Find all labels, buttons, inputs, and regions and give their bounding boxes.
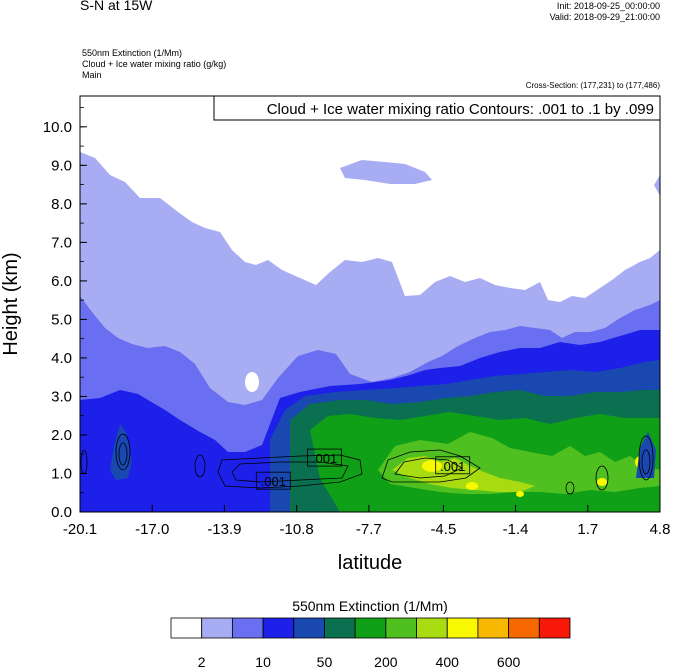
band-light-blue-top bbox=[340, 160, 432, 184]
colorbar-tick-label: 50 bbox=[317, 654, 333, 668]
colorbar-swatch bbox=[231, 617, 264, 639]
main-title: S-N at 15W bbox=[80, 0, 153, 13]
domain-label: Main bbox=[82, 70, 102, 80]
colorbar-tick-label: 600 bbox=[497, 654, 521, 668]
x-tick-label: -4.5 bbox=[430, 521, 456, 538]
colorbar-swatch bbox=[538, 617, 571, 639]
colorbar-title: 550nm Extinction (1/Mm) bbox=[292, 598, 448, 614]
contour-line bbox=[565, 481, 575, 495]
contour-label: .001 bbox=[440, 459, 465, 474]
x-tick-label: -20.1 bbox=[63, 521, 97, 538]
x-tick-label: -10.8 bbox=[280, 521, 314, 538]
y-tick-label: 7.0 bbox=[51, 234, 72, 251]
contour-info-frame bbox=[213, 95, 661, 121]
contour-line bbox=[381, 449, 481, 483]
colorbar-swatch bbox=[446, 617, 479, 639]
contour-info-box: Cloud + Ice water mixing ratio Contours:… bbox=[213, 95, 661, 121]
contour-line bbox=[595, 465, 609, 491]
yellow-spot bbox=[466, 482, 478, 490]
contour-info-text: Cloud + Ice water mixing ratio Contours:… bbox=[267, 101, 654, 118]
contour-label-box bbox=[435, 456, 471, 475]
y-tick-label: 0.0 bbox=[51, 504, 72, 521]
colorbar-swatch bbox=[324, 617, 356, 639]
contour-line bbox=[118, 442, 128, 466]
field-label-mixing-ratio: Cloud + Ice water mixing ratio (g/kg) bbox=[82, 59, 227, 69]
contour-label-box bbox=[307, 448, 342, 467]
valid-time: Valid: 2018-09-29_21:00:00 bbox=[549, 12, 660, 22]
y-axis-title: Height (km) bbox=[0, 252, 22, 355]
y-tick-label: 2.0 bbox=[51, 427, 72, 444]
contour-line bbox=[115, 433, 131, 471]
white-hole bbox=[245, 372, 259, 392]
contour-line bbox=[638, 435, 654, 481]
contour-line bbox=[231, 461, 349, 483]
mixing-ratio-contours bbox=[80, 433, 654, 495]
contour-label: .001 bbox=[261, 474, 286, 489]
y-tick-label: 4.0 bbox=[51, 350, 72, 367]
colorbar-tick-label: 400 bbox=[436, 654, 460, 668]
x-axis-title: latitude bbox=[338, 552, 403, 574]
colorbar-tick-label: 200 bbox=[374, 654, 398, 668]
yellow-spot bbox=[597, 478, 607, 486]
x-axis: -20.1 -17.0 -13.9 -10.8 -7.7 -4.5 -1.4 1.7 4.8 bbox=[63, 505, 671, 538]
contour-label: .001 bbox=[312, 451, 337, 466]
field-label-extinction: 550nm Extinction (1/Mm) bbox=[82, 48, 183, 58]
contour-line bbox=[394, 457, 463, 479]
contour-line bbox=[80, 449, 88, 475]
contour-line bbox=[194, 454, 206, 478]
colorbar-swatch bbox=[385, 617, 417, 639]
band-light-blue-cap bbox=[654, 175, 660, 196]
colorbar-swatch bbox=[201, 617, 233, 639]
colorbar-swatch bbox=[293, 617, 325, 639]
x-tick-label: -17.0 bbox=[135, 521, 169, 538]
yellow-spot bbox=[422, 460, 442, 472]
y-tick-label: 3.0 bbox=[51, 388, 72, 405]
blue-column bbox=[110, 424, 132, 480]
y-tick-label: 5.0 bbox=[51, 311, 72, 328]
x-tick-label: 4.8 bbox=[650, 521, 671, 538]
x-tick-label: -7.7 bbox=[356, 521, 382, 538]
init-time: Init: 2018-09-25_00:00:00 bbox=[556, 1, 660, 11]
contour-line bbox=[217, 454, 363, 489]
colorbar-swatch bbox=[508, 617, 540, 639]
yellow-spot bbox=[516, 491, 524, 497]
colorbar-labels: 2 10 50 200 400 600 bbox=[198, 654, 521, 668]
y-tick-label: 8.0 bbox=[51, 196, 72, 213]
colorbar bbox=[170, 617, 571, 639]
colorbar-swatch bbox=[170, 617, 203, 639]
x-tick-label: -1.4 bbox=[503, 521, 529, 538]
colorbar-swatch bbox=[262, 617, 295, 639]
contour-line bbox=[641, 449, 651, 475]
y-tick-label: 6.0 bbox=[51, 273, 72, 290]
contour-label-box bbox=[255, 471, 291, 490]
x-tick-label: -13.9 bbox=[207, 521, 241, 538]
colorbar-swatch bbox=[416, 617, 448, 639]
y-tick-label: 1.0 bbox=[51, 465, 72, 482]
colorbar-swatch bbox=[354, 617, 387, 639]
colorbar-swatch bbox=[477, 617, 510, 639]
colorbar-tick-label: 10 bbox=[255, 654, 271, 668]
cross-section-label: Cross-Section: (177,231) to (177,486) bbox=[525, 81, 660, 90]
extinction-field bbox=[80, 96, 660, 512]
y-tick-label: 10.0 bbox=[43, 119, 72, 136]
y-tick-label: 9.0 bbox=[51, 157, 72, 174]
contour-labels: .001 .001 .001 bbox=[255, 448, 471, 490]
colorbar-tick-label: 2 bbox=[198, 654, 206, 668]
y-axis: 0.0 1.0 2.0 3.0 4.0 5.0 6.0 7.0 8.0 9.0 10.0 bbox=[43, 107, 87, 521]
x-tick-label: 1.7 bbox=[577, 521, 598, 538]
